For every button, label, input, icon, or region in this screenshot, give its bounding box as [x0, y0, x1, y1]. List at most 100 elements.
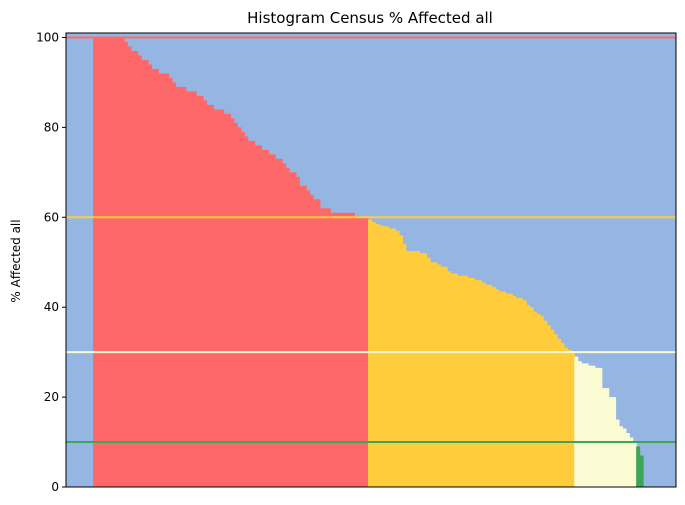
histogram-bar — [450, 273, 455, 487]
histogram-bar — [213, 109, 218, 488]
histogram-bar — [591, 365, 596, 487]
histogram-bar — [419, 253, 424, 487]
histogram-bar — [264, 149, 269, 487]
histogram-bar — [278, 158, 283, 488]
histogram-bar — [333, 212, 338, 488]
histogram-bar — [247, 140, 252, 487]
histogram-bar — [127, 46, 132, 488]
histogram-bar — [522, 300, 527, 487]
histogram-bar — [113, 37, 118, 487]
histogram-bar — [457, 275, 462, 487]
histogram-bar — [543, 320, 548, 487]
histogram-bar — [385, 226, 390, 488]
histogram-bar — [546, 325, 551, 487]
histogram-bar — [567, 349, 572, 487]
histogram-bar — [316, 199, 321, 487]
histogram-bar — [588, 365, 593, 487]
histogram-bar — [326, 208, 331, 487]
histogram-bar — [203, 100, 208, 488]
histogram-bar — [471, 277, 476, 487]
histogram-bar — [106, 37, 111, 487]
histogram-bar — [93, 37, 98, 487]
histogram-bar — [182, 86, 187, 487]
histogram-bar — [618, 426, 623, 487]
histogram-bar — [288, 172, 293, 487]
histogram-bar — [467, 277, 472, 487]
histogram-bar — [433, 262, 438, 487]
histogram-bar — [615, 419, 620, 487]
histogram-bar — [285, 167, 290, 487]
histogram-bar — [447, 271, 452, 487]
histogram-bar — [577, 361, 582, 487]
histogram-bar — [137, 55, 142, 487]
histogram-bar — [436, 264, 441, 487]
histogram-bar — [395, 230, 400, 487]
y-tick-label: 20 — [44, 390, 59, 404]
histogram-bar — [148, 64, 153, 487]
histogram-bar — [512, 295, 517, 487]
histogram-bar — [244, 136, 249, 487]
histogram-bar — [398, 235, 403, 487]
histogram-bar — [123, 41, 128, 488]
histogram-bar — [337, 212, 342, 488]
histogram-bar — [209, 104, 214, 488]
histogram-bar — [464, 275, 469, 487]
histogram-bar — [453, 273, 458, 487]
histogram-bar — [539, 316, 544, 487]
histogram-bar — [440, 266, 445, 487]
histogram-bar — [629, 437, 634, 487]
chart-title: Histogram Census % Affected all — [247, 9, 493, 27]
y-tick-group: 0 20 40 60 80 100 — [36, 30, 66, 494]
histogram-bar — [268, 154, 273, 487]
histogram-bar — [594, 367, 599, 487]
histogram-bar — [416, 251, 421, 487]
histogram-bar — [402, 244, 407, 487]
histogram-bar — [144, 59, 149, 487]
histogram-bar — [161, 73, 166, 488]
histogram-bar — [563, 347, 568, 487]
histogram-bar — [598, 367, 603, 487]
histogram-bar — [550, 329, 555, 487]
histogram-bar — [423, 253, 428, 487]
histogram-bar — [306, 190, 311, 487]
histogram-bar — [505, 293, 510, 487]
histogram-bar — [392, 228, 397, 487]
histogram-bar — [605, 388, 610, 487]
histogram-bar — [134, 50, 139, 487]
histogram-bar — [178, 86, 183, 487]
histogram-bar — [271, 154, 276, 487]
histogram-bar — [299, 185, 304, 487]
histogram-bar — [254, 145, 259, 487]
histogram-bar — [584, 363, 589, 487]
histogram-bar — [429, 262, 434, 487]
histogram-bar — [443, 266, 448, 487]
histogram-bar — [484, 284, 489, 487]
histogram-bar — [196, 95, 201, 488]
histogram-bar — [154, 68, 159, 488]
histogram-bar — [292, 172, 297, 487]
y-tick-label: 60 — [44, 210, 59, 224]
histogram-bar — [533, 311, 538, 487]
histogram-bar — [185, 91, 190, 487]
histogram-bar — [258, 145, 263, 487]
histogram-bar — [99, 37, 104, 487]
histogram-bar — [491, 286, 496, 487]
histogram-bar — [199, 95, 204, 488]
histogram-bar — [230, 118, 235, 487]
histogram-bar — [223, 113, 228, 487]
histogram-bar — [275, 158, 280, 488]
histogram-bar — [622, 428, 627, 487]
histogram-bar — [560, 343, 565, 487]
histogram-bar — [261, 149, 266, 487]
histogram-bar — [130, 50, 135, 487]
histogram-bar — [381, 226, 386, 488]
plot-frame — [65, 32, 677, 488]
histogram-bar — [371, 221, 376, 488]
histogram-bar — [350, 212, 355, 488]
histogram-bar — [313, 199, 318, 487]
histogram-bar — [426, 257, 431, 487]
histogram-bar — [347, 212, 352, 488]
histogram-bar — [237, 127, 242, 488]
histogram-bar — [302, 185, 307, 487]
